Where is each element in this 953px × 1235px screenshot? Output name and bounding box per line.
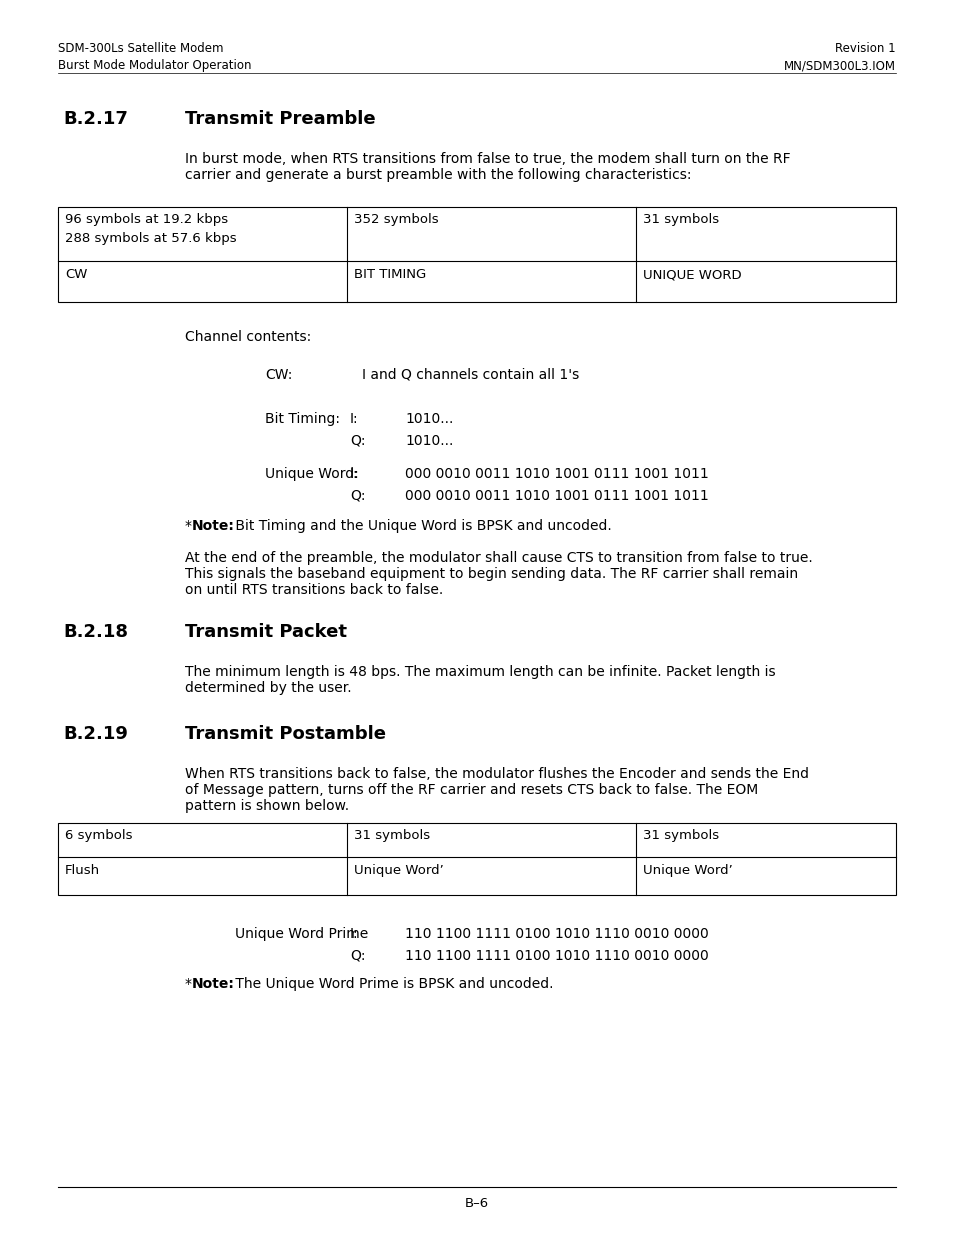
Text: BIT TIMING: BIT TIMING (354, 268, 426, 282)
Text: Bit Timing and the Unique Word is BPSK and uncoded.: Bit Timing and the Unique Word is BPSK a… (231, 519, 611, 534)
Text: Flush: Flush (65, 864, 100, 877)
Text: 6 symbols: 6 symbols (65, 829, 132, 842)
Text: B.2.18: B.2.18 (63, 622, 128, 641)
Text: Unique Word’: Unique Word’ (354, 864, 443, 877)
Text: 288 symbols at 57.6 kbps: 288 symbols at 57.6 kbps (65, 232, 236, 245)
Text: At the end of the preamble, the modulator shall cause CTS to transition from fal: At the end of the preamble, the modulato… (185, 551, 812, 598)
Text: Transmit Packet: Transmit Packet (185, 622, 347, 641)
Text: Q:: Q: (350, 948, 365, 963)
Text: CW: CW (65, 268, 88, 282)
Text: Channel contents:: Channel contents: (185, 330, 311, 345)
Text: B–6: B–6 (464, 1197, 489, 1210)
Text: 110 1100 1111 0100 1010 1110 0010 0000: 110 1100 1111 0100 1010 1110 0010 0000 (405, 948, 708, 963)
Text: 96 symbols at 19.2 kbps: 96 symbols at 19.2 kbps (65, 212, 228, 226)
Text: UNIQUE WORD: UNIQUE WORD (642, 268, 741, 282)
Text: SDM-300Ls Satellite Modem: SDM-300Ls Satellite Modem (58, 42, 223, 56)
Bar (58, 207, 895, 303)
Text: Unique Word:: Unique Word: (265, 467, 358, 480)
Text: The Unique Word Prime is BPSK and uncoded.: The Unique Word Prime is BPSK and uncode… (231, 977, 553, 990)
Text: *: * (185, 977, 192, 990)
Text: Q:: Q: (350, 489, 365, 503)
Text: Note:: Note: (192, 519, 234, 534)
Text: When RTS transitions back to false, the modulator flushes the Encoder and sends : When RTS transitions back to false, the … (185, 767, 808, 814)
Text: Note:: Note: (192, 977, 234, 990)
Text: Bit Timing:: Bit Timing: (265, 412, 339, 426)
Text: In burst mode, when RTS transitions from false to true, the modem shall turn on : In burst mode, when RTS transitions from… (185, 152, 790, 183)
Text: I and Q channels contain all 1's: I and Q channels contain all 1's (361, 368, 578, 382)
Text: Unique Word Prime: Unique Word Prime (234, 927, 368, 941)
Text: Unique Word’: Unique Word’ (642, 864, 732, 877)
Text: *: * (185, 519, 192, 534)
Text: The minimum length is 48 bps. The maximum length can be infinite. Packet length : The minimum length is 48 bps. The maximu… (185, 664, 775, 695)
Text: Revision 1: Revision 1 (835, 42, 895, 56)
Text: 31 symbols: 31 symbols (642, 212, 719, 226)
Text: B.2.19: B.2.19 (63, 725, 128, 743)
Text: 352 symbols: 352 symbols (354, 212, 438, 226)
Bar (58, 823, 895, 895)
Text: CW:: CW: (265, 368, 292, 382)
Text: Transmit Preamble: Transmit Preamble (185, 110, 375, 128)
Text: 000 0010 0011 1010 1001 0111 1001 1011: 000 0010 0011 1010 1001 0111 1001 1011 (405, 467, 708, 480)
Text: 31 symbols: 31 symbols (642, 829, 719, 842)
Text: Q:: Q: (350, 433, 365, 448)
Text: B.2.17: B.2.17 (63, 110, 128, 128)
Text: 000 0010 0011 1010 1001 0111 1001 1011: 000 0010 0011 1010 1001 0111 1001 1011 (405, 489, 708, 503)
Text: Transmit Postamble: Transmit Postamble (185, 725, 386, 743)
Text: I:: I: (350, 412, 358, 426)
Text: 1010...: 1010... (405, 433, 453, 448)
Text: Burst Mode Modulator Operation: Burst Mode Modulator Operation (58, 59, 252, 73)
Text: I:: I: (350, 927, 358, 941)
Text: I:: I: (350, 467, 358, 480)
Text: 1010...: 1010... (405, 412, 453, 426)
Text: MN/SDM300L3.IOM: MN/SDM300L3.IOM (783, 59, 895, 73)
Text: 31 symbols: 31 symbols (354, 829, 430, 842)
Text: 110 1100 1111 0100 1010 1110 0010 0000: 110 1100 1111 0100 1010 1110 0010 0000 (405, 927, 708, 941)
